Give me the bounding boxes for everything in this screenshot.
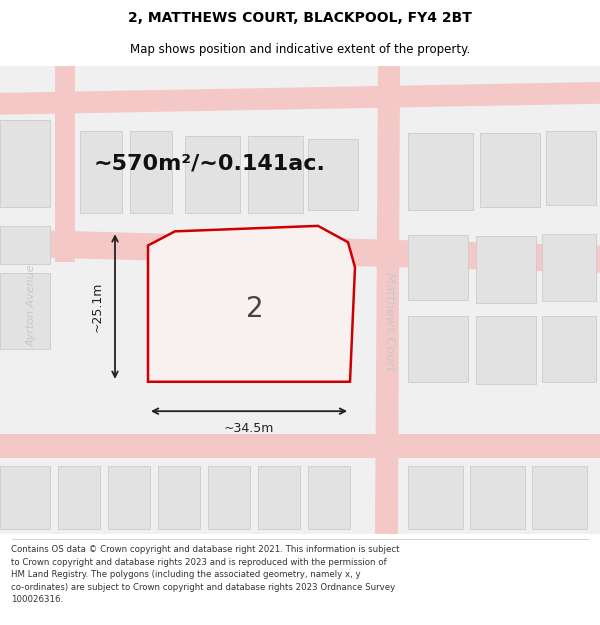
Bar	[308, 466, 350, 529]
Bar	[80, 131, 122, 212]
Text: ~25.1m: ~25.1m	[91, 281, 104, 332]
Bar	[0, 226, 50, 264]
Polygon shape	[148, 226, 355, 382]
Bar	[208, 466, 250, 529]
Bar	[0, 466, 50, 529]
Bar	[158, 466, 200, 529]
Polygon shape	[0, 82, 600, 114]
Text: 2: 2	[246, 295, 264, 322]
Text: Ayrton Avenue: Ayrton Avenue	[248, 234, 341, 250]
Bar	[58, 466, 100, 529]
Polygon shape	[375, 66, 400, 534]
Bar	[0, 120, 50, 208]
Bar	[480, 133, 540, 208]
Bar	[0, 272, 50, 349]
Bar	[308, 139, 358, 209]
Bar	[532, 466, 587, 529]
Text: Contains OS data © Crown copyright and database right 2021. This information is : Contains OS data © Crown copyright and d…	[11, 545, 400, 604]
Bar	[542, 316, 596, 382]
Bar	[546, 131, 596, 205]
Text: 2, MATTHEWS COURT, BLACKPOOL, FY4 2BT: 2, MATTHEWS COURT, BLACKPOOL, FY4 2BT	[128, 11, 472, 26]
Text: ~34.5m: ~34.5m	[224, 422, 274, 435]
Text: ~570m²/~0.141ac.: ~570m²/~0.141ac.	[94, 154, 326, 174]
Bar	[476, 316, 536, 384]
Bar	[245, 306, 300, 376]
Text: Ayrton Avenue: Ayrton Avenue	[27, 264, 37, 347]
Polygon shape	[0, 434, 600, 458]
Text: Map shows position and indicative extent of the property.: Map shows position and indicative extent…	[130, 42, 470, 56]
Bar	[542, 234, 596, 301]
Bar	[476, 236, 536, 303]
Polygon shape	[55, 66, 75, 262]
Bar	[130, 131, 172, 212]
Bar	[258, 466, 300, 529]
Bar	[408, 466, 463, 529]
Bar	[148, 306, 190, 382]
Bar	[248, 136, 303, 212]
Text: Matthews Court: Matthews Court	[383, 272, 395, 371]
Polygon shape	[0, 229, 600, 272]
Bar	[408, 133, 473, 209]
Bar	[470, 466, 525, 529]
Bar	[185, 136, 240, 212]
Bar	[408, 234, 468, 300]
Bar	[108, 466, 150, 529]
Bar	[408, 316, 468, 382]
